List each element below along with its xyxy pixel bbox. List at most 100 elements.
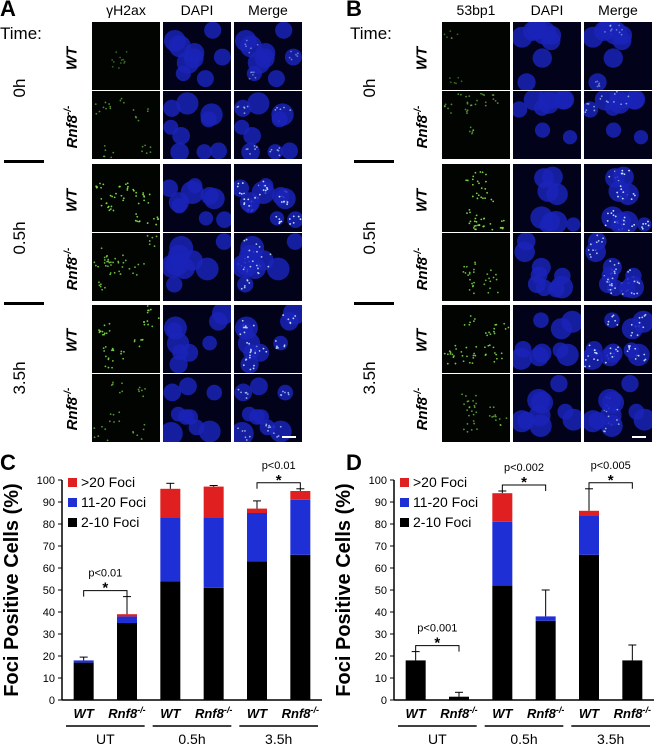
panel-c-xtick-label: WT: [160, 706, 181, 721]
panel-d-xtick-label: Rnf8-/-: [614, 705, 651, 721]
panel-c-bar-2-10-foci: [290, 554, 311, 700]
panel-c-ytick-label: 100: [37, 475, 55, 487]
panel-d-pvalue: p<0.001: [417, 623, 457, 635]
panel-d-bar-11-20-foci: [492, 521, 513, 586]
panel-d-group-label: 0.5h: [510, 731, 537, 744]
panel-b-tile-r1-c1: [513, 91, 581, 159]
panel-c-bar-11-20-foci: [117, 616, 137, 623]
panel-a-row-rnf8-05h: Rnf8-/-: [63, 247, 81, 291]
panel-b-tile-r4-c0: [442, 305, 510, 373]
panel-a-row-wt-35h: WT: [63, 328, 81, 353]
panel-c-xtick-label: WT: [74, 706, 95, 721]
panel-c-star: *: [102, 580, 108, 597]
panel-d-sig-bracket: [415, 645, 460, 652]
panel-b-divider-1: [354, 160, 394, 163]
panel-c-sig-bracket: [83, 590, 128, 597]
panel-a-tile-r0-c0: [92, 22, 160, 90]
panel-c-chart: Foci Positive Cells (%) 0 10 20 30 40 50 60 70 80…: [1, 460, 322, 744]
panel-d-ytick-label: 60: [375, 563, 387, 575]
panel-c-legend-swatch: [68, 478, 77, 487]
panel-a-tile-r4-c1: [163, 305, 231, 373]
panel-b-time-35h: 3.5h: [360, 361, 379, 395]
panel-c-bar-2-10-foci: [73, 662, 94, 700]
panel-c-ytick-label: 0: [49, 695, 55, 707]
panel-a-row-wt-0h: WT: [63, 46, 81, 71]
panel-c-ytick-label: 70: [43, 541, 55, 553]
panel-b-tile-r4-c2: [584, 305, 652, 373]
panel-b-scale-bar: [632, 436, 646, 438]
panel-c-ytick-label: 40: [43, 607, 55, 619]
panel-a-tile-r3-c1: [163, 233, 231, 301]
panel-d-xtick-label: WT: [406, 706, 427, 721]
panel-d-ytick-label: 20: [375, 651, 387, 663]
panel-d-chart: Foci Positive Cells (%) 0 10 20 30 40 50 60 70 80…: [333, 460, 654, 744]
panel-c-bar-11-20-foci: [247, 513, 267, 562]
panel-d-pvalue: p<0.002: [504, 462, 544, 474]
panel-c-legend-swatch: [68, 498, 77, 507]
panel-d-legend-label: >20 Foci: [413, 474, 467, 490]
panel-d-ytick-label: 70: [375, 541, 387, 553]
panel-d-star: *: [608, 472, 614, 489]
panel-d-group-label: UT: [428, 731, 447, 744]
panel-d-group-label: 3.5h: [597, 731, 624, 744]
panel-d-ytick-label: 10: [375, 673, 387, 685]
panel-c-bar-2-10-foci: [203, 587, 224, 700]
panel-a-tile-r0-c2: [234, 22, 302, 90]
panel-d-legend-label: 2-10 Foci: [413, 514, 471, 530]
panel-c-bar-2-10-foci: [160, 581, 181, 700]
panel-c-sig-bracket: [256, 482, 301, 489]
panel-b-row-rnf8-0h: Rnf8-/-: [413, 105, 431, 149]
panel-c-group-label: UT: [96, 731, 115, 744]
panel-b-tile-r5-c1: [513, 374, 581, 442]
panel-c-ytick-label: 80: [43, 519, 55, 531]
panel-c-legend-label: 11-20 Foci: [81, 494, 146, 510]
panel-d-legend-swatch: [400, 498, 409, 507]
panel-b-row-wt-0h: WT: [413, 46, 431, 71]
panel-c-ytick-label: 60: [43, 563, 55, 575]
panel-b-tile-r0-c1: [513, 22, 581, 90]
panel-b-tile-r4-c1: [513, 305, 581, 373]
panel-d-ytick-label: 90: [375, 497, 387, 509]
panel-b-row-rnf8-05h: Rnf8-/-: [413, 247, 431, 291]
panel-c-legend-swatch: [68, 518, 77, 527]
panel-c-bar-11-20-foci: [73, 660, 94, 663]
panel-c-legend-label: 2-10 Foci: [81, 514, 139, 530]
panel-b-col-dapi: DAPI: [530, 2, 564, 18]
panel-a-tile-r3-c2: [234, 233, 302, 301]
panel-a-row-rnf8-35h: Rnf8-/-: [63, 387, 81, 431]
panel-d-bar-2-10-foci: [535, 620, 556, 700]
panel-c-group-label: 0.5h: [178, 731, 205, 744]
panel-c-ytick-label: 20: [43, 651, 55, 663]
panel-a-tile-r2-c2: [234, 164, 302, 232]
panel-c-ylabel: Foci Positive Cells (%): [1, 483, 23, 696]
panel-d-bar-2-10-foci: [579, 554, 599, 700]
panel-d-bar-11-20-foci: [579, 515, 599, 555]
panel-d-bar--20-foci: [579, 510, 599, 516]
panel-d-ylabel: Foci Positive Cells (%): [333, 483, 355, 696]
panel-a-tile-r0-c1: [163, 22, 231, 90]
panel-b-row-wt-05h: WT: [413, 188, 431, 213]
panel-d-ytick-label: 50: [375, 585, 387, 597]
panel-c-star: *: [276, 472, 282, 489]
panel-a-time-0h: 0h: [10, 78, 29, 98]
panel-a-tile-r1-c2: [234, 91, 302, 159]
panel-b-tile-r5-c2: [584, 374, 652, 442]
panel-a-col-merge: Merge: [248, 2, 288, 18]
panel-a-col-gh2ax: γH2ax: [106, 2, 146, 18]
panel-d-bar-2-10-foci: [449, 696, 469, 700]
panel-d-bar-2-10-foci: [405, 660, 426, 700]
panel-c-bar--20-foci: [117, 614, 137, 617]
panel-c-ytick-label: 10: [43, 673, 55, 685]
panel-a-letter: A: [0, 0, 16, 21]
panel-c-bar--20-foci: [203, 486, 224, 518]
panel-c-bar-11-20-foci: [203, 517, 224, 588]
panel-d-ytick-label: 40: [375, 607, 387, 619]
panel-c-legend-label: >20 Foci: [81, 474, 135, 490]
panel-b-row-wt-35h: WT: [413, 328, 431, 353]
panel-a-scale-bar: [282, 436, 296, 438]
panel-b-tile-r1-c0: [442, 91, 510, 159]
panel-c-xtick-label: Rnf8-/-: [282, 705, 319, 721]
panel-b-letter: B: [346, 0, 362, 21]
panel-a-divider-1: [4, 160, 44, 163]
panel-d-pvalue: p<0.005: [591, 460, 631, 472]
